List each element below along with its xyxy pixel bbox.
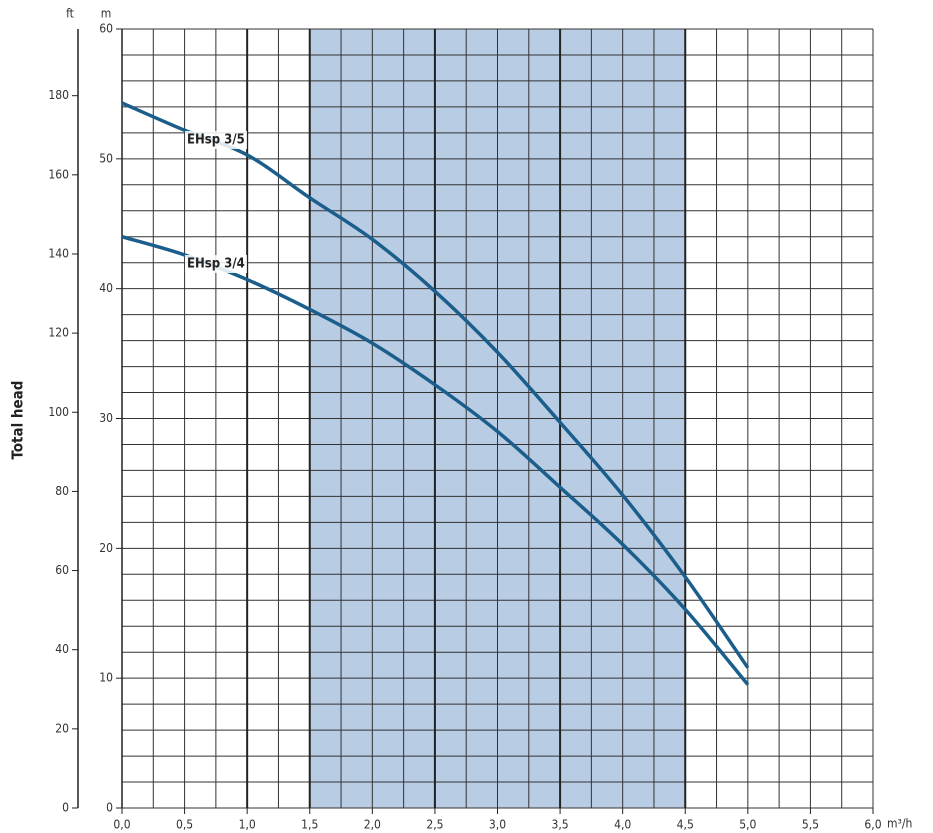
label-box <box>185 131 247 149</box>
x-tick-label: 1,5 <box>301 818 318 832</box>
y2-tick-label: 120 <box>48 326 69 340</box>
x-tick-label: 3,5 <box>551 818 568 832</box>
x-tick-label: 1,0 <box>239 818 256 832</box>
y2-tick-label: 0 <box>62 801 69 815</box>
y2-tick-label: 140 <box>48 246 69 260</box>
y-axis-label: Total head <box>9 381 27 460</box>
x-tick-label: 4,0 <box>614 818 631 832</box>
y-unit: m <box>101 7 112 21</box>
y-tick-label: 0 <box>106 801 113 815</box>
x-tick-label: 2,0 <box>364 818 381 832</box>
x-tick-label: 5,5 <box>802 818 819 832</box>
y-tick-label: 60 <box>99 22 113 36</box>
x-tick-label: 0,5 <box>176 818 193 832</box>
y2-tick-label: 40 <box>55 642 69 656</box>
y2-tick-label: 80 <box>55 484 69 498</box>
x-tick-label: 0,0 <box>113 818 130 832</box>
y-tick-label: 20 <box>99 541 113 555</box>
y-tick-label: 50 <box>99 151 113 165</box>
y2-tick-label: 160 <box>48 167 69 181</box>
series-label: EHsp 3/4 <box>187 257 245 272</box>
y-tick-label: 30 <box>99 411 113 425</box>
y2-tick-label: 180 <box>48 88 69 102</box>
y2-tick-label: 60 <box>55 563 69 577</box>
x-tick-label: 6,0 <box>864 818 881 832</box>
x-tick-label: 3,0 <box>489 818 506 832</box>
x-tick-label: 2,5 <box>426 818 443 832</box>
y2-tick-label: 100 <box>48 405 69 419</box>
x-tick-label: 4,5 <box>677 818 694 832</box>
curve <box>121 101 750 669</box>
curve <box>121 235 750 686</box>
y2-unit: ft <box>66 7 74 21</box>
y-tick-label: 40 <box>99 281 113 295</box>
label-box <box>185 255 247 273</box>
x-unit: m³/h <box>887 817 912 831</box>
y-tick-label: 10 <box>99 671 113 685</box>
x-tick-label: 5,0 <box>739 818 756 832</box>
y2-tick-label: 20 <box>55 721 69 735</box>
series-label: EHsp 3/5 <box>187 133 245 148</box>
